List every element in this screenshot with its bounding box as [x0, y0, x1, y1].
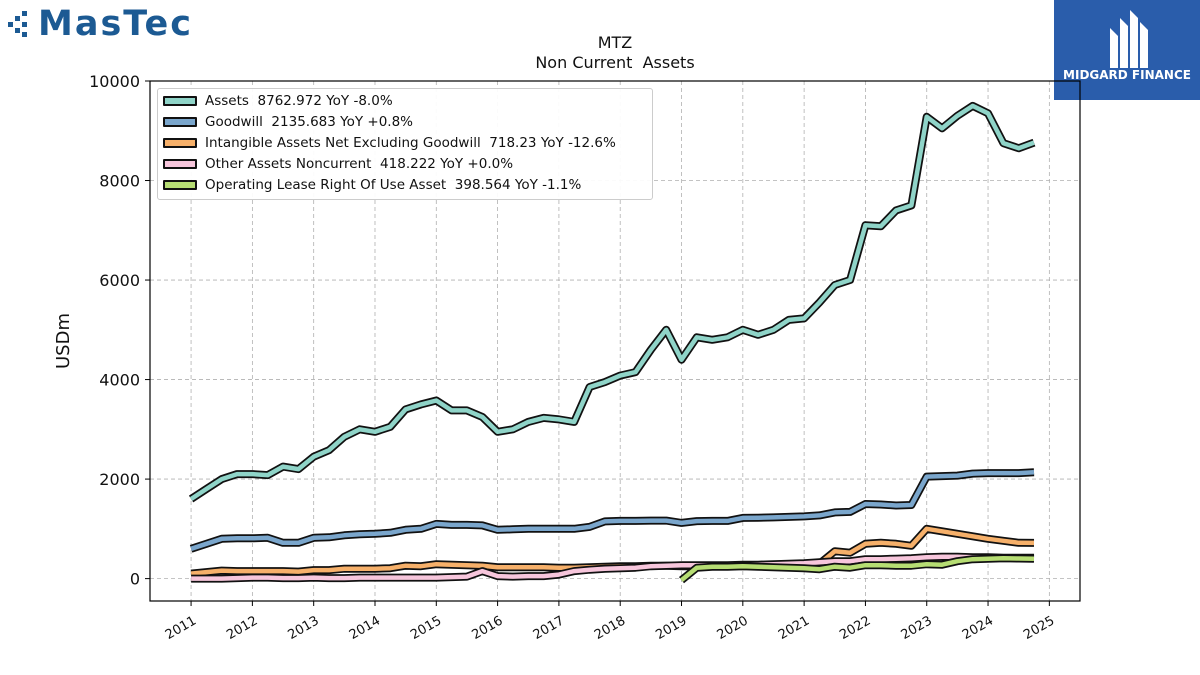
mastec-logo-mark-icon	[8, 11, 34, 37]
y-tick-label: 6000	[99, 271, 140, 290]
x-tick-label: 2017	[531, 613, 567, 643]
x-tick-label: 2016	[469, 613, 505, 643]
series-layer	[188, 101, 1036, 584]
x-axis-ticks: 2011 2012 2013 2014 2015 2016 2017 2018 2019 2020…	[163, 601, 1057, 643]
midgard-finance-logo: MIDGARD FINANCE	[1054, 0, 1200, 100]
midgard-emblem-icon	[1110, 10, 1148, 68]
legend-swatch-intangible	[163, 138, 197, 148]
x-tick-label: 2023	[899, 613, 935, 643]
series-line-assets	[189, 103, 1035, 501]
legend-item-other: Other Assets Noncurrent 418.222 YoY +0.0…	[163, 154, 513, 174]
x-tick-label: 2014	[347, 613, 383, 643]
plot-frame	[149, 80, 1081, 602]
y-axis-ticks: 0 2000 4000 6000 8000 10000	[89, 72, 150, 589]
x-tick-label: 2020	[715, 613, 751, 643]
mastec-logo-text: MasTec	[38, 4, 193, 44]
legend-label-lease: Operating Lease Right Of Use Asset 398.5…	[205, 177, 582, 193]
legend-item-intangible: Intangible Assets Net Excluding Goodwill…	[163, 133, 616, 153]
mastec-logo: MasTec	[8, 4, 193, 44]
x-tick-label: 2025	[1021, 613, 1057, 643]
y-axis-label: USDm	[53, 313, 74, 369]
legend-swatch-assets	[163, 96, 197, 106]
chart-legend: Assets 8762.972 YoY -8.0% Goodwill 2135.…	[157, 88, 653, 200]
x-tick-label: 2021	[776, 613, 812, 643]
y-tick-label: 8000	[99, 172, 140, 191]
x-tick-label: 2011	[163, 613, 199, 643]
x-tick-label: 2022	[837, 613, 873, 643]
sponsor-name: MIDGARD FINANCE	[1063, 68, 1191, 82]
legend-item-assets: Assets 8762.972 YoY -8.0%	[163, 91, 393, 111]
x-tick-label: 2019	[653, 613, 689, 643]
y-tick-label: 4000	[99, 371, 140, 390]
y-tick-label: 10000	[89, 72, 140, 91]
legend-label-intangible: Intangible Assets Net Excluding Goodwill…	[205, 135, 616, 151]
legend-swatch-other	[163, 159, 197, 169]
legend-label-goodwill: Goodwill 2135.683 YoY +0.8%	[205, 114, 413, 130]
legend-label-other: Other Assets Noncurrent 418.222 YoY +0.0…	[205, 156, 514, 172]
series-line-other	[191, 554, 1035, 581]
x-tick-label: 2018	[592, 613, 628, 643]
legend-swatch-goodwill	[163, 117, 197, 127]
legend-swatch-lease	[163, 180, 197, 190]
legend-item-lease: Operating Lease Right Of Use Asset 398.5…	[163, 175, 581, 195]
x-tick-label: 2015	[408, 613, 444, 643]
x-tick-label: 2013	[286, 613, 322, 643]
legend-item-goodwill: Goodwill 2135.683 YoY +0.8%	[163, 112, 413, 132]
chart-title: MTZ	[598, 33, 633, 52]
x-tick-label: 2024	[960, 613, 996, 643]
chart-subtitle: Non Current Assets	[535, 53, 694, 72]
y-tick-label: 2000	[99, 470, 140, 489]
series-line-lease	[680, 555, 1035, 582]
x-tick-label: 2012	[224, 613, 260, 643]
y-tick-label: 0	[130, 570, 140, 589]
legend-label-assets: Assets 8762.972 YoY -8.0%	[205, 93, 393, 109]
series-line-goodwill	[190, 470, 1035, 551]
